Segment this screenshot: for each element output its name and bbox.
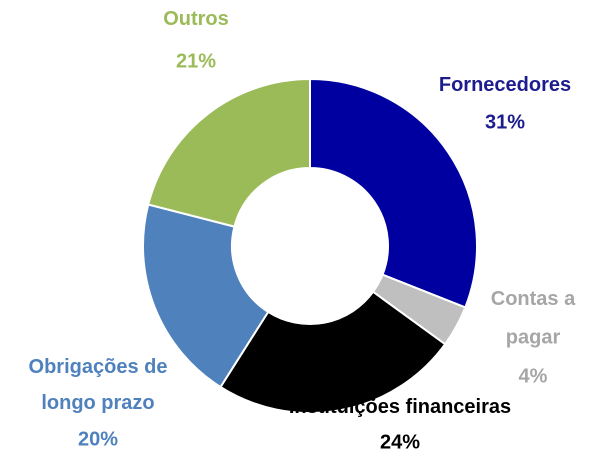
category-label-line: Obrigações de (29, 356, 168, 378)
donut-slice (147, 77, 311, 228)
value-label: 20% (78, 428, 118, 450)
category-label-line: pagar (506, 327, 561, 349)
category-label-line: Fornecedores (439, 74, 571, 96)
category-label: Obrigações de longo prazo (29, 356, 168, 414)
donut-slice (219, 290, 447, 414)
category-label-line: longo prazo (41, 392, 154, 414)
value-label: 24% (380, 431, 420, 453)
value-label: 4% (519, 365, 548, 387)
category-label-line: Instituições financeiras (289, 396, 511, 418)
category-label: Contas a pagar (491, 288, 576, 349)
category-label: Outros (163, 8, 229, 30)
donut-slice (309, 77, 478, 309)
category-label-line: Contas a (491, 288, 576, 310)
category-label-line: Outros (163, 8, 229, 30)
donut-slice (142, 203, 270, 389)
value-label: 21% (176, 50, 216, 72)
value-label: 31% (485, 111, 525, 133)
category-label: Fornecedores (439, 74, 571, 96)
category-label: Instituições financeiras (289, 396, 511, 418)
